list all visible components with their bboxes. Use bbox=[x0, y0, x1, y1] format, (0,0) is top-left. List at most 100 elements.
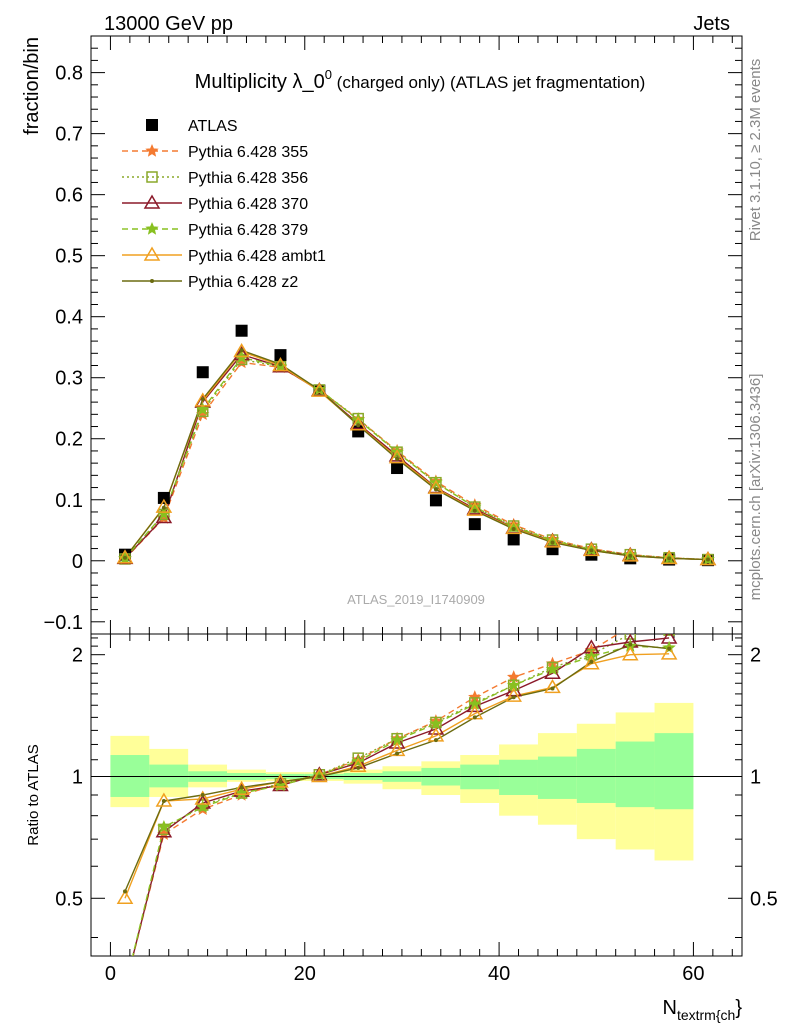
legend-entry: Pythia 6.428 z2 bbox=[122, 274, 298, 291]
main-data-point bbox=[583, 541, 600, 557]
x-tick-label: 20 bbox=[294, 963, 316, 985]
main-data-point bbox=[699, 551, 717, 566]
main-y-tick-label: 0.3 bbox=[55, 368, 83, 390]
main-series-line bbox=[124, 353, 709, 561]
rivet-label: Rivet 3.1.10, ≥ 2.3M events bbox=[747, 59, 764, 242]
main-data-point bbox=[233, 342, 250, 358]
main-data-point bbox=[274, 349, 287, 362]
ratio-data-point bbox=[621, 646, 639, 661]
ratio-data-point bbox=[583, 655, 600, 670]
ratio-data-point bbox=[544, 678, 561, 694]
ratio-data-point bbox=[356, 765, 361, 770]
main-y-tick-label: 0.6 bbox=[55, 185, 83, 207]
main-data-point bbox=[388, 449, 406, 464]
legend-entry: ATLAS bbox=[146, 118, 238, 135]
main-data-point bbox=[550, 540, 555, 545]
ratio-data-point bbox=[589, 659, 594, 664]
main-data-point bbox=[667, 556, 672, 561]
ratio-data-point bbox=[388, 734, 406, 749]
legend-label: Pythia 6.428 355 bbox=[188, 144, 308, 161]
legend-label: Pythia 6.428 ambt1 bbox=[188, 248, 326, 265]
main-data-point bbox=[429, 494, 442, 507]
main-data-point bbox=[155, 498, 173, 513]
ratio-data-point bbox=[466, 697, 484, 713]
ratio-data-point bbox=[349, 757, 367, 772]
ratio-data-point bbox=[118, 981, 132, 993]
legend-label: Pythia 6.428 379 bbox=[188, 222, 308, 239]
main-data-point bbox=[349, 416, 367, 431]
legend-label: Pythia 6.428 356 bbox=[188, 170, 308, 187]
main-series-line bbox=[124, 358, 709, 561]
title-main: Multiplicity λ_0 bbox=[195, 71, 325, 93]
legend-marker bbox=[145, 143, 159, 157]
legend-marker bbox=[146, 171, 158, 183]
main-series-line bbox=[124, 350, 709, 561]
inner-band-segment bbox=[537, 756, 577, 799]
legend-marker bbox=[145, 221, 159, 235]
ratio-data-point bbox=[472, 715, 477, 720]
ratio-data-point bbox=[311, 767, 328, 783]
legend-entry: Pythia 6.428 ambt1 bbox=[122, 246, 326, 265]
ratio-data-point bbox=[194, 790, 212, 805]
main-data-point bbox=[511, 527, 516, 532]
main-data-point bbox=[621, 547, 639, 562]
main-series-line bbox=[124, 349, 709, 561]
ratio-data-point bbox=[624, 634, 637, 640]
main-data-point bbox=[161, 505, 166, 510]
x-label-tail: } bbox=[735, 997, 742, 1019]
main-data-point bbox=[505, 519, 522, 535]
main-data-point bbox=[235, 324, 248, 337]
inner-band-segment bbox=[615, 741, 655, 808]
title-rest: (charged only) (ATLAS jet fragmentation) bbox=[332, 73, 645, 92]
ratio-data-point bbox=[505, 687, 522, 702]
ratio-y-tick-label: 2 bbox=[72, 645, 83, 667]
ratio-data-point bbox=[196, 800, 210, 813]
main-data-point bbox=[705, 557, 710, 562]
ratio-data-point bbox=[660, 645, 678, 660]
ratio-data-point bbox=[200, 793, 205, 797]
legend-entry: Pythia 6.428 355 bbox=[122, 143, 308, 161]
ratio-data-point bbox=[429, 716, 443, 730]
main-data-point bbox=[395, 456, 400, 461]
header-right: Jets bbox=[693, 13, 730, 35]
main-data-point bbox=[317, 387, 322, 392]
inner-band-segment bbox=[149, 764, 189, 788]
legend-label: ATLAS bbox=[188, 118, 238, 135]
main-data-point bbox=[356, 423, 361, 428]
inner-band-segment bbox=[576, 748, 616, 803]
main-data-point bbox=[433, 487, 438, 492]
main-series-line bbox=[124, 356, 709, 561]
ratio-data-point bbox=[120, 983, 130, 993]
ratio-data-point bbox=[625, 620, 636, 631]
legend-entry: Pythia 6.428 379 bbox=[122, 221, 308, 239]
main-data-point bbox=[311, 382, 328, 397]
ratio-data-point bbox=[239, 785, 244, 790]
ratio-ylabel: Ratio to ATLAS bbox=[25, 744, 42, 845]
ratio-data-point bbox=[123, 889, 128, 894]
ratio-data-point bbox=[272, 773, 289, 788]
main-data-point bbox=[278, 362, 283, 367]
main-data-point bbox=[123, 555, 128, 560]
ratio-data-point bbox=[317, 774, 322, 779]
legend-label: Pythia 6.428 z2 bbox=[188, 274, 298, 291]
main-y-tick-label: 0.2 bbox=[55, 429, 83, 451]
ratio-marks-group bbox=[116, 620, 678, 993]
ratio-data-point bbox=[119, 982, 130, 993]
x-tick-label: 60 bbox=[682, 963, 704, 985]
x-label-main: N bbox=[663, 997, 677, 1019]
ratio-data-point bbox=[161, 798, 166, 803]
ratio-y-tick-label-right: 1 bbox=[750, 766, 761, 788]
ratio-data-point bbox=[511, 695, 516, 700]
legend-marker bbox=[143, 246, 161, 261]
main-data-point bbox=[157, 491, 170, 504]
main-y-tick-label: −0.1 bbox=[44, 612, 83, 634]
ratio-data-point bbox=[395, 751, 400, 756]
ratio-data-point bbox=[116, 889, 134, 905]
x-label-sub: textrm{ch bbox=[677, 1007, 735, 1023]
ratio-data-point bbox=[545, 662, 560, 676]
main-ylabel: fraction/bin bbox=[21, 37, 43, 135]
main-data-point bbox=[628, 553, 633, 558]
ratio-data-point bbox=[155, 792, 173, 807]
legend-marker bbox=[150, 279, 154, 283]
ratio-data-point bbox=[628, 642, 633, 647]
